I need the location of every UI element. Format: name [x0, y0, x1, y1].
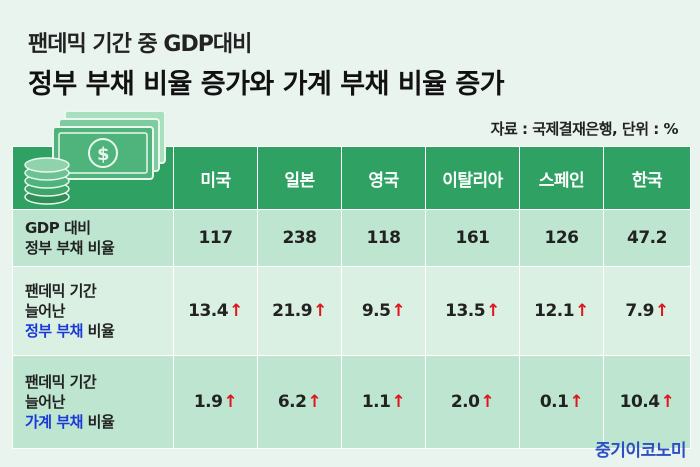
row-label-suffix: 비율: [82, 413, 115, 431]
value-cell: 13.5↑: [425, 266, 520, 356]
value-text: 9.5: [361, 301, 391, 321]
row-label-line: 늘어난: [25, 393, 65, 411]
value-cell: 1.1↑: [341, 355, 426, 449]
value-cell: 13.4↑: [173, 266, 258, 356]
up-arrow-icon: ↑: [575, 301, 589, 321]
table-row: 팬데믹 기간 늘어난 가계 부채 비율 1.9↑ 6.2↑ 1.1↑ 2.0↑ …: [12, 355, 691, 449]
brand-logo: 중기이코노미: [595, 441, 686, 461]
row-label-suffix: 비율: [82, 322, 115, 340]
value-cell: 6.2↑: [257, 355, 342, 449]
value-cell: 21.9↑: [257, 266, 342, 356]
title-line-1: 팬데믹 기간 중 GDP대비: [28, 32, 252, 57]
up-arrow-icon: ↑: [569, 392, 584, 412]
svg-text:$: $: [97, 144, 109, 165]
value-cell: 9.5↑: [341, 266, 426, 356]
value-cell: 126: [519, 209, 604, 267]
country-header: 한국: [603, 146, 691, 210]
value-text: 1.9: [193, 392, 223, 412]
value-text: 13.4: [188, 301, 229, 321]
up-arrow-icon: ↑: [660, 392, 675, 412]
value-cell: 1.9↑: [173, 355, 258, 449]
row-label: 팬데믹 기간 늘어난 정부 부채 비율: [12, 266, 174, 356]
row-label-line: 늘어난: [25, 302, 65, 320]
value-cell: 12.1↑: [519, 266, 604, 356]
value-cell: 47.2: [603, 209, 691, 267]
highlight-text: 가계 부채: [25, 413, 83, 431]
row-label-line: 정부 부채 비율: [25, 239, 115, 257]
money-stack-icon: $: [24, 110, 166, 205]
title-line-2: 정부 부채 비율 증가와 가계 부채 비율 증가: [28, 69, 505, 100]
table-row: GDP 대비 정부 부채 비율 117 238 118 161 126 47.2: [12, 209, 691, 267]
country-header: 이탈리아: [425, 146, 520, 210]
value-cell: 117: [173, 209, 258, 267]
highlight-text: 정부 부채: [25, 322, 83, 340]
value-text: 21.9: [272, 301, 313, 321]
value-text: 1.1: [361, 392, 391, 412]
up-arrow-icon: ↑: [480, 392, 495, 412]
value-cell: 238: [257, 209, 342, 267]
up-arrow-icon: ↑: [313, 301, 327, 321]
up-arrow-icon: ↑: [307, 392, 322, 412]
value-text: 13.5: [445, 301, 486, 321]
debt-table: $ 미국 일본 영국 이탈리아 스페인 한국 GDP 대비 정부 부채 비율 1…: [12, 110, 691, 449]
table-row: 팬데믹 기간 늘어난 정부 부채 비율 13.4↑ 21.9↑ 9.5↑ 13.…: [12, 266, 691, 356]
up-arrow-icon: ↑: [391, 392, 406, 412]
row-label-line: 팬데믹 기간: [25, 373, 97, 391]
up-arrow-icon: ↑: [654, 301, 669, 321]
country-header: 미국: [173, 146, 258, 210]
value-cell: 10.4↑: [603, 355, 691, 449]
value-cell: 118: [341, 209, 426, 267]
row-label-line: 팬데믹 기간: [25, 282, 97, 300]
row-label-line: GDP 대비: [25, 219, 91, 237]
value-text: 0.1: [539, 392, 569, 412]
value-cell: 7.9↑: [603, 266, 691, 356]
country-header: 일본: [257, 146, 342, 210]
header-icon-cell: $: [12, 110, 174, 210]
value-text: 6.2: [277, 392, 307, 412]
row-label: GDP 대비 정부 부채 비율: [12, 209, 174, 267]
up-arrow-icon: ↑: [223, 392, 238, 412]
value-text: 2.0: [450, 392, 480, 412]
value-text: 7.9: [625, 301, 654, 321]
up-arrow-icon: ↑: [229, 301, 243, 321]
table-header-row: $ 미국 일본 영국 이탈리아 스페인 한국: [12, 110, 691, 210]
value-text: 10.4: [619, 392, 660, 412]
value-cell: 161: [425, 209, 520, 267]
up-arrow-icon: ↑: [391, 301, 406, 321]
country-header: 스페인: [519, 146, 604, 210]
value-cell: 2.0↑: [425, 355, 520, 449]
source-note: 자료 : 국제결재은행, 단위 : %: [490, 120, 679, 138]
country-header: 영국: [341, 146, 426, 210]
row-label: 팬데믹 기간 늘어난 가계 부채 비율: [12, 355, 174, 449]
up-arrow-icon: ↑: [486, 301, 500, 321]
value-cell: 0.1↑: [519, 355, 604, 449]
value-text: 12.1: [534, 301, 575, 321]
